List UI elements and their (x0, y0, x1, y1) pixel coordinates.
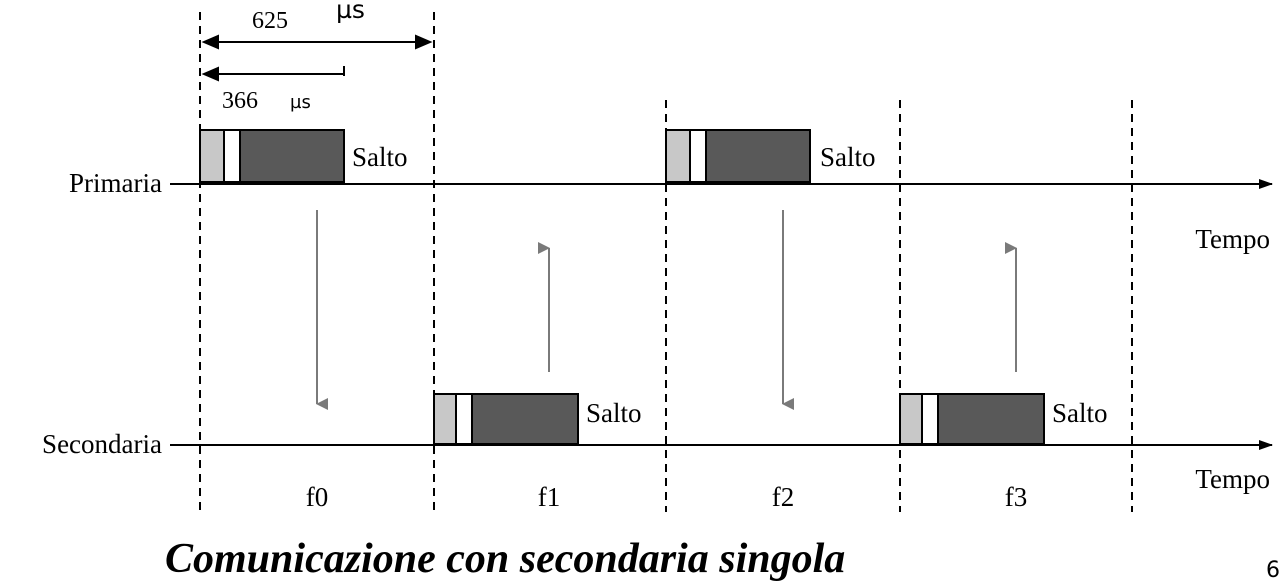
slot-duration-value: 625 (252, 8, 288, 34)
slot-duration-dimension (201, 34, 433, 50)
frequency-label: f1 (538, 482, 561, 512)
frequency-label: f3 (1005, 482, 1028, 512)
slot-duration-unit: µs (336, 0, 365, 24)
secondary-time-label: Tempo (1195, 464, 1270, 494)
diagram-caption: Comunicazione con secondaria singola (165, 536, 845, 582)
packet-hop-label: Salto (352, 142, 408, 172)
packet-secondary-f3 (899, 393, 1045, 445)
frequency-label: f0 (306, 482, 329, 512)
packet-hop-label: Salto (586, 398, 642, 428)
packet-secondary-f1 (433, 393, 579, 445)
primary-label: Primaria (69, 168, 162, 198)
primary-time-label: Tempo (1195, 224, 1270, 254)
packet-duration-dimension (201, 66, 345, 82)
secondary-label: Secondaria (42, 429, 162, 459)
packet-primary-f0 (199, 129, 345, 183)
packet-primary-f2 (665, 129, 811, 183)
frequency-label: f2 (772, 482, 795, 512)
packet-hop-label: Salto (1052, 398, 1108, 428)
packet-duration-unit: µs (290, 92, 311, 113)
page-number: 6 (1266, 558, 1280, 583)
packet-duration-value: 366 (222, 88, 258, 114)
packet-hop-label: Salto (820, 142, 876, 172)
